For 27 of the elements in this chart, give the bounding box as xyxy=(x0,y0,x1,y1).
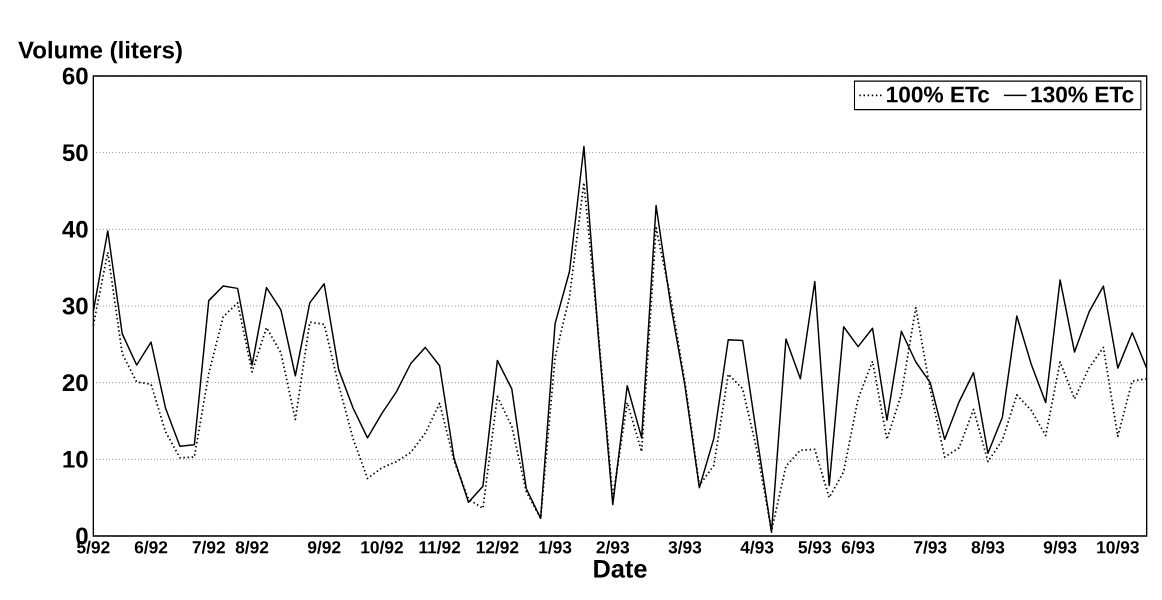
x-tick-label: 10/93 xyxy=(1097,540,1139,554)
x-tick-label: 10/92 xyxy=(361,540,403,554)
legend-label: 130% ETc xyxy=(1031,86,1134,103)
x-tick-label: 12/92 xyxy=(476,540,519,554)
legend-label: 100% ETc xyxy=(887,86,990,103)
x-tick-label: 8/93 xyxy=(971,540,1005,554)
x-tick-label: 11/92 xyxy=(419,540,461,554)
x-tick-label: 7/92 xyxy=(192,540,225,554)
y-tick-label: 50 xyxy=(62,144,88,162)
x-tick-label: 9/93 xyxy=(1043,540,1077,554)
x-tick-label: 4/93 xyxy=(740,540,774,554)
x-tick-label: 2/93 xyxy=(596,540,630,554)
x-tick-label: 6/93 xyxy=(841,540,875,554)
y-tick-label: 60 xyxy=(62,67,88,85)
x-axis-title: Date xyxy=(594,560,647,578)
x-tick-label: 6/92 xyxy=(134,540,168,554)
x-tick-label: 8/92 xyxy=(235,540,269,554)
y-tick-label: 30 xyxy=(62,297,88,315)
x-tick-label: 5/93 xyxy=(798,540,832,554)
x-tick-label: 7/93 xyxy=(914,540,947,554)
x-tick-label: 3/93 xyxy=(668,540,702,554)
y-tick-label: 40 xyxy=(62,220,88,238)
x-tick-label: 9/92 xyxy=(307,540,341,554)
x-tick-label: 1/93 xyxy=(539,540,572,554)
y-tick-label: 10 xyxy=(63,450,88,468)
y-tick-label: 20 xyxy=(62,374,88,392)
y-axis-title: Volume (liters) xyxy=(18,40,182,64)
